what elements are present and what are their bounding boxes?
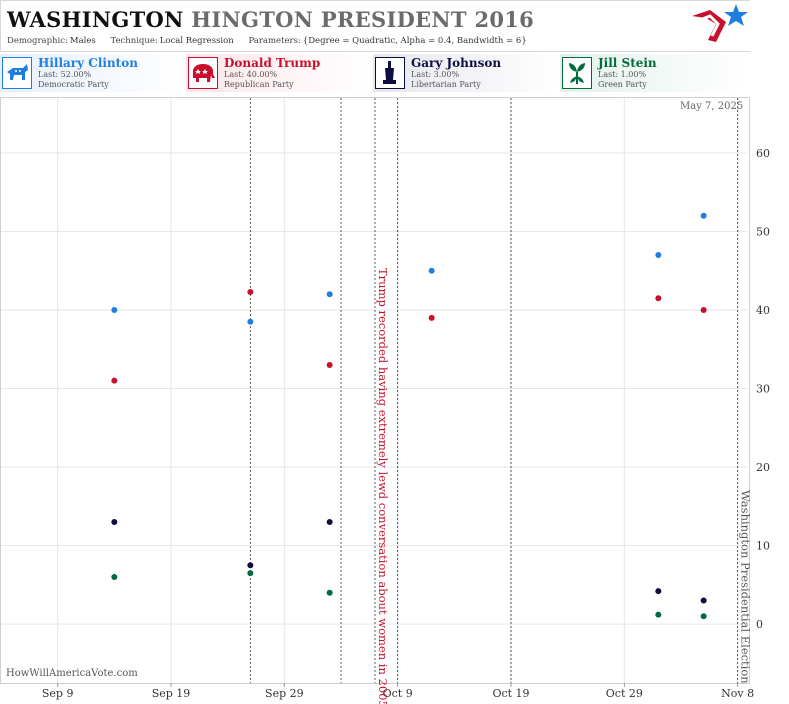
site-credit: HowWillAmericaVote.com bbox=[6, 668, 138, 679]
candidate-last: Last: 52.00% bbox=[38, 70, 92, 79]
header-bar: WASHINGTON HINGTON PRESIDENT 2016 Demogr… bbox=[0, 0, 750, 52]
data-point bbox=[247, 288, 254, 295]
page-title: WASHINGTON HINGTON PRESIDENT 2016 bbox=[7, 7, 534, 32]
demographic-label: Demographic: bbox=[7, 36, 68, 46]
parameters-value: {Degree = Quadratic, Alpha = 0.4, Bandwi… bbox=[302, 36, 527, 46]
event-annotation: Trump recorded having extremely lewd con… bbox=[376, 268, 390, 704]
data-point bbox=[326, 589, 333, 596]
candidate-card-clinton: Hillary Clinton Last: 52.00% Democratic … bbox=[0, 54, 185, 92]
data-point bbox=[700, 613, 707, 620]
x-tick-label: Sep 19 bbox=[152, 687, 191, 700]
candidate-card-johnson: Gary Johnson Last: 3.00% Libertarian Par… bbox=[373, 54, 558, 92]
data-point bbox=[700, 307, 707, 314]
x-tick-label: Oct 9 bbox=[383, 687, 413, 700]
data-point bbox=[428, 267, 435, 274]
data-point bbox=[111, 307, 118, 314]
data-point bbox=[247, 562, 254, 569]
candidate-party: Republican Party bbox=[224, 80, 294, 89]
x-tick-label: Oct 29 bbox=[606, 687, 643, 700]
data-point bbox=[700, 212, 707, 219]
candidate-party: Libertarian Party bbox=[411, 80, 481, 89]
y-tick-label: 50 bbox=[756, 225, 770, 238]
data-point bbox=[655, 295, 662, 302]
demographic-value: Males bbox=[69, 36, 96, 46]
candidate-card-stein: Jill Stein Last: 1.00% Green Party bbox=[560, 54, 745, 92]
y-tick-label: 40 bbox=[756, 304, 770, 317]
candidate-name: Hillary Clinton bbox=[38, 56, 138, 70]
x-tick-label: Sep 9 bbox=[42, 687, 74, 700]
data-point bbox=[655, 252, 662, 259]
candidate-name: Jill Stein bbox=[598, 56, 657, 70]
date-stamp: May 7, 2025 bbox=[680, 101, 744, 112]
parameters-line: Demographic: Males Technique: Local Regres… bbox=[7, 36, 539, 46]
candidate-name: Donald Trump bbox=[224, 56, 321, 70]
data-point bbox=[428, 314, 435, 321]
plot-frame bbox=[0, 97, 750, 684]
statue-of-liberty-icon bbox=[375, 57, 405, 89]
parameters-label: Parameters: bbox=[248, 36, 301, 46]
candidate-legend: Hillary Clinton Last: 52.00% Democratic … bbox=[0, 54, 750, 94]
data-point bbox=[326, 361, 333, 368]
x-tick-label: Sep 29 bbox=[265, 687, 304, 700]
data-point bbox=[326, 519, 333, 526]
title-state: WASHINGTON bbox=[7, 7, 184, 32]
y-tick-label: 10 bbox=[756, 540, 770, 553]
title-race: HINGTON PRESIDENT 2016 bbox=[191, 7, 535, 32]
y-tick-label: 30 bbox=[756, 383, 770, 396]
data-point bbox=[111, 377, 118, 384]
y-tick-label: 0 bbox=[756, 618, 763, 631]
site-logo bbox=[692, 4, 748, 42]
x-tick-label: Oct 19 bbox=[492, 687, 529, 700]
data-point bbox=[111, 573, 118, 580]
y-tick-label: 20 bbox=[756, 461, 770, 474]
data-point bbox=[326, 291, 333, 298]
data-point bbox=[655, 611, 662, 618]
data-point bbox=[247, 570, 254, 577]
candidate-card-trump: Donald Trump Last: 40.00% Republican Par… bbox=[186, 54, 371, 92]
candidate-last: Last: 3.00% bbox=[411, 70, 460, 79]
candidate-last: Last: 40.00% bbox=[224, 70, 278, 79]
technique-value: Local Regression bbox=[159, 36, 234, 46]
candidate-party: Democratic Party bbox=[38, 80, 109, 89]
event-annotation: Washington Presidential Election bbox=[739, 490, 753, 684]
y-tick-label: 60 bbox=[756, 147, 770, 160]
technique-label: Technique: bbox=[110, 36, 158, 46]
elephant-icon bbox=[188, 57, 218, 89]
candidate-last: Last: 1.00% bbox=[598, 70, 647, 79]
candidate-party: Green Party bbox=[598, 80, 647, 89]
data-point bbox=[111, 519, 118, 526]
data-point bbox=[700, 597, 707, 604]
data-point bbox=[655, 588, 662, 595]
donkey-icon bbox=[2, 57, 32, 89]
data-point bbox=[247, 318, 254, 325]
green-leaf-icon bbox=[562, 57, 592, 89]
candidate-name: Gary Johnson bbox=[411, 56, 502, 70]
x-tick-label: Nov 8 bbox=[721, 687, 754, 700]
